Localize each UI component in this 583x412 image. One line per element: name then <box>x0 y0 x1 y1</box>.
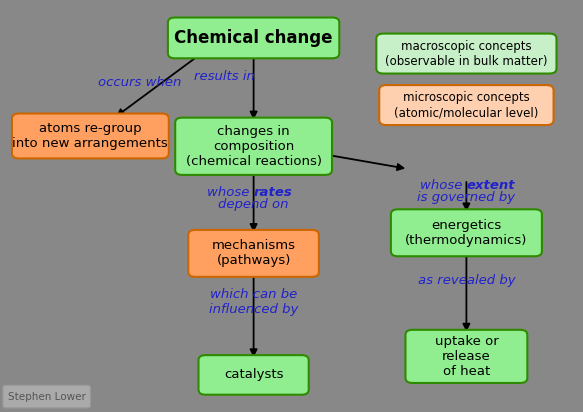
Text: results in: results in <box>194 70 255 83</box>
FancyBboxPatch shape <box>198 355 309 395</box>
Text: atoms re-group
into new arrangements: atoms re-group into new arrangements <box>12 122 168 150</box>
Text: as revealed by: as revealed by <box>417 274 515 288</box>
FancyBboxPatch shape <box>175 118 332 175</box>
Text: whose: whose <box>420 179 466 192</box>
Text: occurs when: occurs when <box>98 76 182 89</box>
Text: extent: extent <box>466 179 515 192</box>
FancyBboxPatch shape <box>380 85 554 125</box>
FancyBboxPatch shape <box>377 34 557 73</box>
Text: energetics
(thermodynamics): energetics (thermodynamics) <box>405 219 528 247</box>
Text: is governed by: is governed by <box>417 191 515 204</box>
Text: mechanisms
(pathways): mechanisms (pathways) <box>212 239 296 267</box>
Text: rates: rates <box>254 186 292 199</box>
Text: Stephen Lower: Stephen Lower <box>8 391 86 402</box>
FancyBboxPatch shape <box>188 230 319 277</box>
Text: changes in
composition
(chemical reactions): changes in composition (chemical reactio… <box>185 125 322 168</box>
FancyBboxPatch shape <box>391 209 542 256</box>
Text: uptake or
release
of heat: uptake or release of heat <box>434 335 498 378</box>
Text: Chemical change: Chemical change <box>174 29 333 47</box>
Text: macroscopic concepts
(observable in bulk matter): macroscopic concepts (observable in bulk… <box>385 40 547 68</box>
Text: whose: whose <box>207 186 254 199</box>
FancyBboxPatch shape <box>3 385 90 408</box>
Text: which can be
influenced by: which can be influenced by <box>209 288 298 316</box>
Text: microscopic concepts
(atomic/molecular level): microscopic concepts (atomic/molecular l… <box>394 91 539 119</box>
FancyBboxPatch shape <box>168 18 339 59</box>
Text: depend on: depend on <box>219 198 289 211</box>
FancyBboxPatch shape <box>406 330 527 383</box>
FancyBboxPatch shape <box>12 113 169 159</box>
Text: catalysts: catalysts <box>224 368 283 382</box>
